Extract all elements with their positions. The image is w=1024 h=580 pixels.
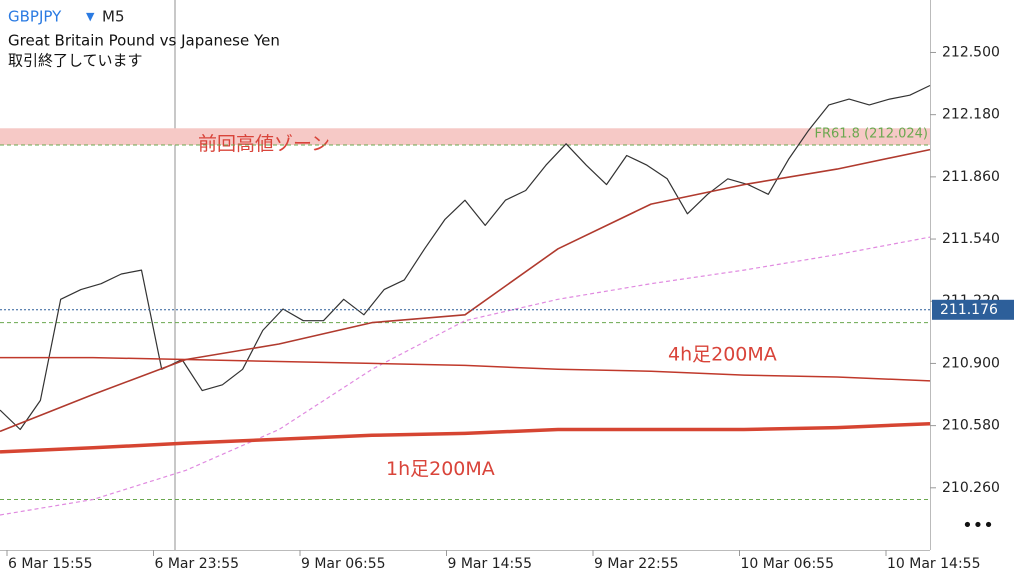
series-line bbox=[0, 421, 931, 454]
last-price-label: 211.176 bbox=[940, 302, 998, 318]
series-name-label: 4h足200MA bbox=[668, 344, 777, 366]
y-tick-label: 211.860 bbox=[942, 169, 1000, 185]
series-line bbox=[0, 148, 931, 433]
x-tick-label: 9 Mar 14:55 bbox=[448, 556, 533, 572]
x-tick-label: 6 Mar 23:55 bbox=[155, 556, 240, 572]
y-tick-label: 210.260 bbox=[942, 480, 1000, 496]
y-tick-label: 212.500 bbox=[942, 44, 1000, 60]
x-tick-label: 10 Mar 06:55 bbox=[741, 556, 834, 572]
timeframe[interactable]: M5 bbox=[102, 8, 125, 26]
status: 取引終了しています bbox=[8, 52, 143, 70]
x-tick-label: 6 Mar 15:55 bbox=[8, 556, 93, 572]
series-line bbox=[0, 84, 931, 431]
subtitle: Great Britain Pound vs Japanese Yen bbox=[8, 32, 280, 50]
y-tick-label: 211.540 bbox=[942, 231, 1000, 247]
last-price-box bbox=[932, 299, 1014, 320]
x-tick-label: 9 Mar 22:55 bbox=[594, 556, 679, 572]
y-tick-label: 212.180 bbox=[942, 107, 1000, 123]
symbol-dropdown[interactable]: ▼ bbox=[86, 10, 95, 23]
series-line bbox=[0, 356, 931, 382]
plot-layers: 前回高値ゾーン FR61.8 (212.024) 4h足200MA 1h足200MA bbox=[0, 51, 936, 556]
y-tick-label: 210.900 bbox=[942, 355, 1000, 371]
series-name-label: 1h足200MA bbox=[386, 458, 495, 480]
zone-label: 前回高値ゾーン bbox=[198, 133, 330, 155]
zone-band bbox=[0, 128, 930, 145]
x-tick-label: 9 Mar 06:55 bbox=[301, 556, 386, 572]
y-tick-label: 210.580 bbox=[942, 418, 1000, 434]
symbol[interactable]: GBPJPY bbox=[8, 8, 62, 26]
x-tick-label: 10 Mar 14:55 bbox=[887, 556, 980, 572]
more-menu[interactable]: ••• bbox=[962, 515, 994, 536]
level-label: FR61.8 (212.024) bbox=[815, 126, 929, 141]
